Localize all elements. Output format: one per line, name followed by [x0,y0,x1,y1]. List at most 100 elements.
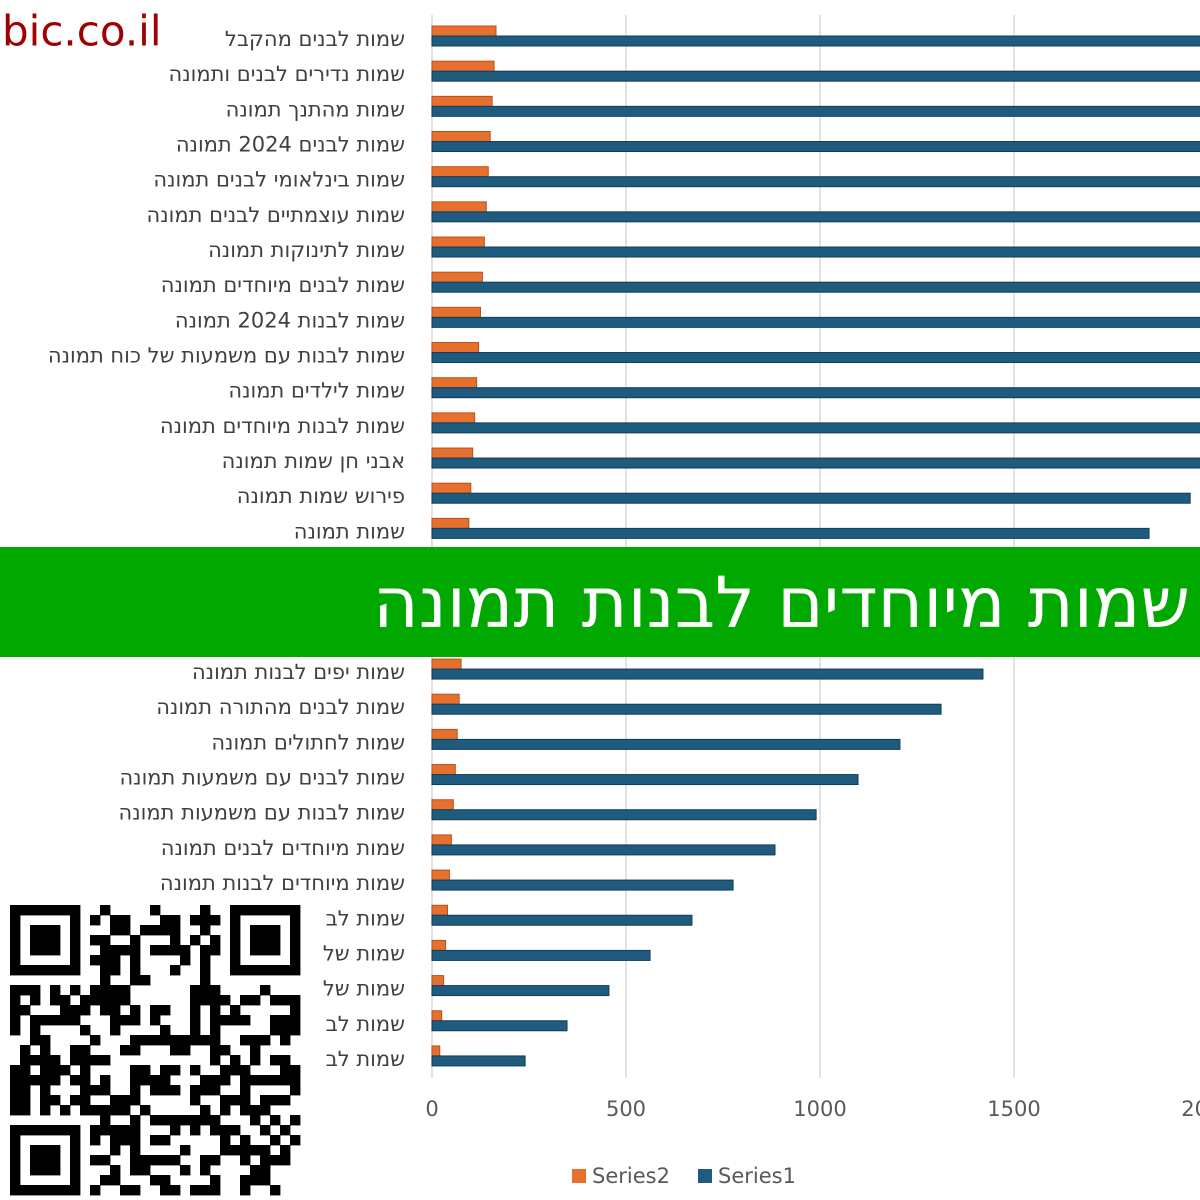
y-tick-label: שמות לבנות עם משמעות תמונה [119,801,405,825]
qr-module [270,935,281,946]
qr-module [30,995,41,1006]
qr-module [230,1145,241,1156]
qr-module [130,945,141,956]
x-tick-label: 1500 [987,1097,1040,1121]
qr-module [120,995,131,1006]
bar [431,60,495,72]
qr-module [150,1015,161,1026]
qr-module [30,935,41,946]
qr-module [270,1155,281,1166]
qr-module [210,1125,221,1136]
qr-module [280,1055,291,1066]
qr-module [70,1045,81,1056]
qr-module [90,1155,101,1166]
qr-module [130,965,141,976]
qr-module [100,1125,111,1136]
y-tick-label: שמות לבנים מהתורה תמונה [156,695,405,719]
qr-module [100,975,111,986]
bar [431,1055,526,1067]
qr-module [80,1055,91,1066]
y-tick-label: שמות לבנות עם משמעות של כוח תמונה [48,344,405,368]
qr-module [110,1015,121,1026]
qr-module [50,1155,61,1166]
qr-module [90,995,101,1006]
y-tick-label: שמות לב [326,1047,405,1071]
qr-module [40,1055,51,1066]
qr-module [110,945,121,956]
qr-module [50,1065,61,1076]
qr-module [290,1005,301,1016]
qr-module [200,945,211,956]
x-tick-label: 500 [606,1097,646,1121]
qr-module [190,1185,201,1196]
qr-module [40,1015,51,1026]
qr-module [70,1185,81,1196]
qr-module [280,1065,291,1076]
qr-module [10,1075,21,1086]
qr-module [240,1065,251,1076]
qr-module [90,935,101,946]
qr-module [50,1165,61,1176]
qr-module [270,965,281,976]
qr-module [190,1065,201,1076]
qr-module [100,1005,111,1016]
qr-module [30,1015,41,1026]
qr-module [160,1065,171,1076]
qr-module [70,1155,81,1166]
qr-module [170,1085,181,1096]
qr-module [290,1025,301,1036]
qr-module [150,1175,161,1186]
qr-module [20,905,31,916]
qr-module [180,1145,191,1156]
qr-module [170,935,181,946]
qr-module [210,1035,221,1046]
qr-module [40,1185,51,1196]
y-tick-label: שמות מהתנך תמונה [226,97,405,121]
qr-module [230,1125,241,1136]
qr-module [190,1005,201,1016]
qr-module [20,965,31,976]
qr-module [90,1185,101,1196]
qr-module [20,1085,31,1096]
qr-module [130,1085,141,1096]
qr-module [40,945,51,956]
legend-label: Series1 [718,1164,796,1188]
qr-module [280,905,291,916]
qr-module [160,1085,171,1096]
qr-module [240,965,251,976]
qr-module [190,1095,201,1106]
qr-module [250,1055,261,1066]
qr-module [10,905,21,916]
qr-module [110,995,121,1006]
qr-module [250,1075,261,1086]
qr-module [50,1075,61,1086]
bar [431,352,1200,364]
qr-module [250,945,261,956]
qr-module [110,915,121,926]
qr-module [70,985,81,996]
qr-module [280,1095,291,1106]
qr-module [120,915,131,926]
banner-text: שמות מיוחדים לבנות תמונה [373,562,1190,644]
qr-module [10,1095,21,1106]
qr-module [290,935,301,946]
qr-module [220,1045,231,1056]
qr-module [30,1025,41,1036]
qr-module [110,1095,121,1106]
qr-module [280,1025,291,1036]
qr-module [190,1115,201,1126]
qr-module [280,1145,291,1156]
qr-module [70,925,81,936]
qr-module [220,1135,231,1146]
bar [431,271,483,283]
qr-module [180,1045,191,1056]
qr-module [40,905,51,916]
qr-module [40,935,51,946]
qr-module [190,1125,201,1136]
qr-module [10,995,21,1006]
qr-module [60,1185,71,1196]
qr-module [260,935,271,946]
qr-module [220,995,231,1006]
bar [431,70,1200,82]
